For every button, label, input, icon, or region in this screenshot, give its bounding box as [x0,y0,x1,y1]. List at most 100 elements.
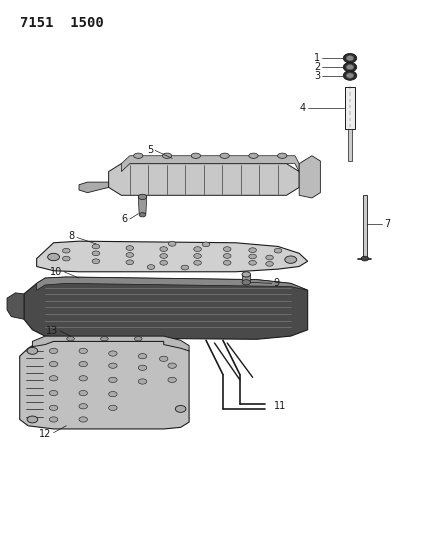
Ellipse shape [168,377,176,383]
Ellipse shape [79,391,88,395]
Text: 4: 4 [299,103,305,114]
Ellipse shape [27,416,38,423]
Polygon shape [36,241,308,272]
Ellipse shape [138,194,147,199]
Ellipse shape [343,62,357,72]
Ellipse shape [249,153,258,158]
Text: 9: 9 [274,278,280,288]
Polygon shape [138,197,147,214]
Ellipse shape [126,260,133,265]
Ellipse shape [63,256,70,261]
Polygon shape [36,277,308,290]
Ellipse shape [49,405,58,410]
Ellipse shape [109,377,117,383]
Ellipse shape [266,262,273,266]
Text: 3: 3 [314,70,320,80]
Ellipse shape [79,348,88,353]
Polygon shape [7,293,24,319]
Ellipse shape [191,153,200,158]
Text: 12: 12 [39,429,51,439]
Polygon shape [121,156,299,172]
Ellipse shape [181,265,189,270]
Text: 5: 5 [147,146,153,156]
Ellipse shape [138,353,147,359]
Polygon shape [242,274,251,282]
Text: 2: 2 [314,62,320,72]
Ellipse shape [79,417,88,422]
Text: 13: 13 [45,326,58,336]
Ellipse shape [147,265,155,269]
Ellipse shape [346,64,354,70]
Text: 8: 8 [69,231,75,241]
Ellipse shape [67,337,74,341]
Ellipse shape [63,248,70,253]
Ellipse shape [287,257,295,262]
Ellipse shape [202,242,210,247]
Ellipse shape [343,71,357,80]
Ellipse shape [138,379,147,384]
Ellipse shape [92,244,100,249]
Ellipse shape [168,241,176,246]
Ellipse shape [249,248,257,253]
Ellipse shape [92,251,100,256]
Ellipse shape [346,55,354,61]
Polygon shape [299,156,320,198]
Ellipse shape [224,254,231,259]
Ellipse shape [343,53,357,63]
Polygon shape [33,336,189,351]
Polygon shape [348,130,352,161]
Ellipse shape [224,261,231,265]
Ellipse shape [160,261,167,265]
Ellipse shape [49,361,58,367]
Ellipse shape [194,254,201,259]
Ellipse shape [285,256,296,263]
Ellipse shape [109,351,117,356]
Polygon shape [363,195,367,259]
Ellipse shape [50,255,57,260]
Ellipse shape [49,376,58,381]
Ellipse shape [194,247,201,252]
Text: 6: 6 [121,214,128,224]
Polygon shape [345,87,355,130]
Ellipse shape [138,365,147,370]
Text: 11: 11 [274,401,286,411]
Ellipse shape [48,253,60,261]
Ellipse shape [49,391,58,395]
Ellipse shape [346,73,354,78]
Ellipse shape [100,337,108,341]
Ellipse shape [109,363,117,368]
Ellipse shape [194,261,201,265]
Ellipse shape [160,247,167,252]
Ellipse shape [109,405,117,410]
Ellipse shape [133,153,143,158]
Ellipse shape [249,261,257,265]
Polygon shape [20,342,189,429]
Ellipse shape [168,363,176,368]
Ellipse shape [79,376,88,381]
Ellipse shape [220,153,230,158]
Ellipse shape [126,246,133,251]
Text: 7: 7 [384,219,390,229]
Ellipse shape [266,255,273,260]
Ellipse shape [224,247,231,252]
Ellipse shape [126,253,133,257]
Ellipse shape [49,417,58,422]
Ellipse shape [361,256,369,261]
Ellipse shape [27,348,38,354]
Ellipse shape [274,248,282,253]
Text: 10: 10 [50,267,62,277]
Ellipse shape [160,356,168,361]
Ellipse shape [109,392,117,397]
Text: 7151  1500: 7151 1500 [20,16,103,30]
Ellipse shape [139,213,146,217]
Ellipse shape [278,153,287,158]
Ellipse shape [175,406,186,413]
Ellipse shape [242,280,251,285]
Ellipse shape [163,153,172,158]
Ellipse shape [92,259,100,264]
Ellipse shape [49,348,58,353]
Polygon shape [24,277,308,340]
Polygon shape [79,182,109,192]
Polygon shape [109,164,299,195]
Ellipse shape [79,403,88,409]
